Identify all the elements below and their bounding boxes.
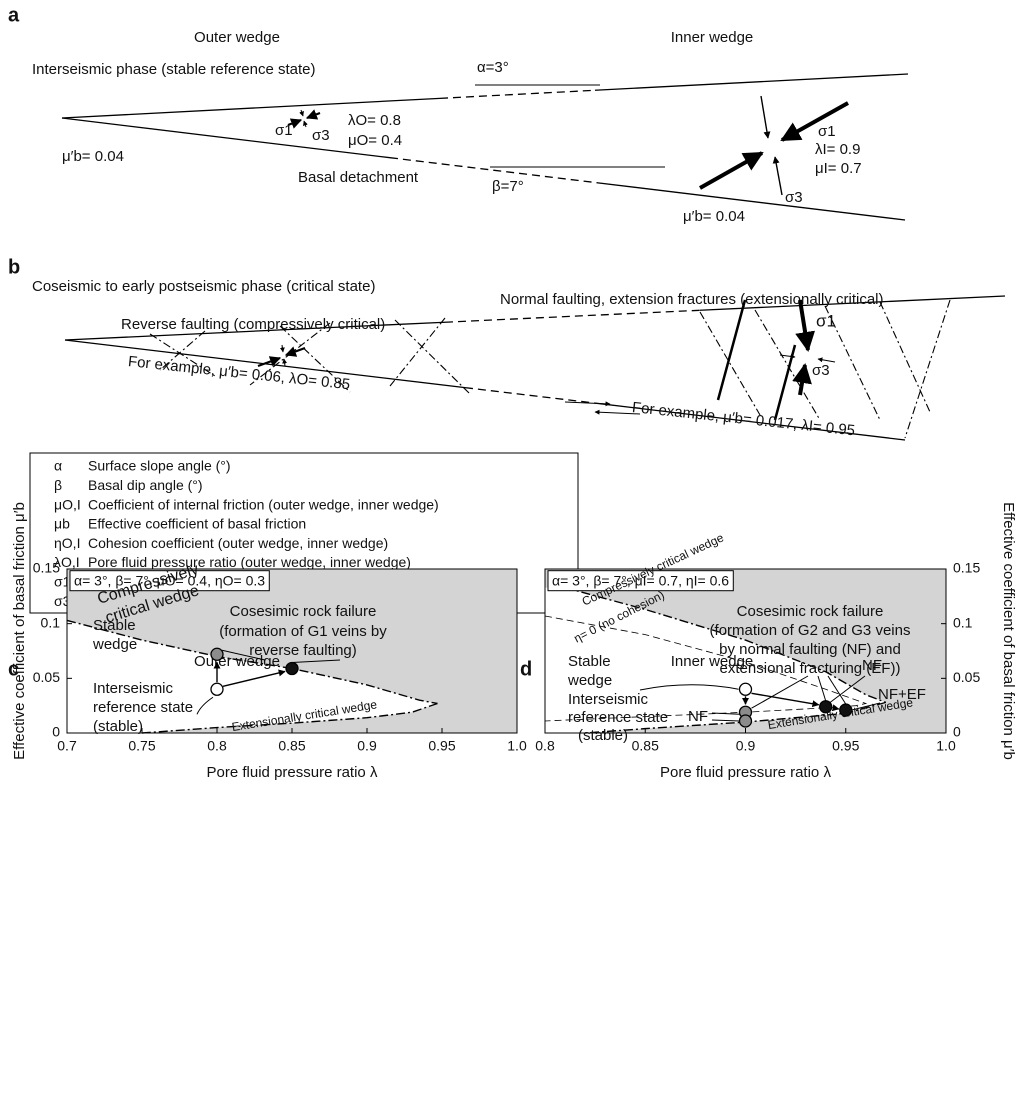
x-axis-label: Pore fluid pressure ratio λ bbox=[660, 764, 831, 781]
x-tick-label: 0.95 bbox=[832, 738, 859, 754]
x-tick-label: 1.0 bbox=[936, 738, 956, 754]
legend-symbol: μO,I bbox=[54, 496, 81, 512]
annotation: Interseismic bbox=[93, 680, 174, 697]
y-tick-label: 0.15 bbox=[953, 560, 980, 576]
panel-label: a bbox=[8, 4, 20, 26]
x-tick-label: 0.85 bbox=[278, 738, 305, 754]
label: μ′b= 0.04 bbox=[62, 148, 124, 165]
stress-label: σ3 bbox=[812, 362, 830, 379]
stress-label: σ1 bbox=[275, 122, 293, 139]
label: α=3° bbox=[477, 59, 509, 76]
legend-text: Effective coefficient of basal friction bbox=[88, 516, 306, 532]
legend-symbol: μb bbox=[54, 516, 70, 532]
annotation: wedge bbox=[92, 636, 137, 653]
phase-title: Coseismic to early postseismic phase (cr… bbox=[32, 278, 375, 295]
y-tick-label: 0.1 bbox=[953, 614, 973, 630]
annotation: NF bbox=[688, 708, 708, 725]
label: β=7° bbox=[492, 178, 524, 195]
section-title: Inner wedge bbox=[671, 29, 754, 46]
state-point bbox=[740, 683, 752, 695]
label: λI= 0.9 bbox=[815, 141, 860, 158]
state-point bbox=[211, 683, 223, 695]
y-tick-label: 0.05 bbox=[33, 669, 60, 685]
y-tick-label: 0 bbox=[52, 724, 60, 740]
annotation: (formation of G2 and G3 veins bbox=[710, 622, 911, 639]
x-axis-label: Pore fluid pressure ratio λ bbox=[207, 764, 378, 781]
legend-text: Basal dip angle (°) bbox=[88, 477, 203, 493]
annotation: NF bbox=[862, 657, 882, 674]
annotation: (stable) bbox=[93, 718, 143, 735]
legend-symbol: β bbox=[54, 477, 62, 493]
annotation: by normal faulting (NF) and bbox=[719, 641, 901, 658]
x-tick-label: 1.0 bbox=[507, 738, 527, 754]
label: μ′b= 0.04 bbox=[683, 208, 745, 225]
y-axis-label: Effective coefficient of basal friction … bbox=[1000, 502, 1017, 760]
state-point bbox=[286, 662, 298, 674]
stress-label: σ1 bbox=[816, 311, 836, 330]
y-tick-label: 0.05 bbox=[953, 669, 980, 685]
label: λO= 0.8 bbox=[348, 112, 401, 129]
x-tick-label: 0.7 bbox=[57, 738, 77, 754]
stress-label: σ1 bbox=[818, 123, 836, 140]
annotation: (formation of G1 veins by bbox=[219, 623, 387, 640]
state-point bbox=[211, 648, 223, 660]
x-tick-label: 0.75 bbox=[128, 738, 155, 754]
annotation: Cosesimic rock failure bbox=[230, 603, 377, 620]
annotation: (stable) bbox=[578, 727, 628, 744]
stress-label: σ3 bbox=[785, 189, 803, 206]
x-tick-label: 0.8 bbox=[535, 738, 555, 754]
label: μI= 0.7 bbox=[815, 160, 862, 177]
y-tick-label: 0.15 bbox=[33, 560, 60, 576]
phase-title: Interseismic phase (stable reference sta… bbox=[32, 61, 315, 78]
panel-label: b bbox=[8, 256, 20, 278]
legend-symbol: α bbox=[54, 458, 62, 474]
label: Normal faulting, extension fractures (ex… bbox=[500, 291, 884, 308]
label: μO= 0.4 bbox=[348, 132, 402, 149]
annotation: reverse faulting) bbox=[249, 642, 357, 659]
y-axis-label: Effective coefficient of basal friction … bbox=[11, 502, 28, 760]
annotation: Interseismic bbox=[568, 691, 649, 708]
legend-symbol: ηO,I bbox=[54, 535, 80, 551]
panel-label: d bbox=[520, 658, 532, 680]
annotation: Stable bbox=[568, 653, 611, 670]
section-title: Outer wedge bbox=[194, 29, 280, 46]
figure: a Outer wedge Inner wedge Interseismic phas… bbox=[0, 0, 1020, 1093]
annotation: Stable bbox=[93, 617, 136, 634]
legend-text: Pore fluid pressure ratio (outer wedge, … bbox=[88, 554, 411, 570]
annotation: wedge bbox=[567, 672, 612, 689]
x-tick-label: 0.9 bbox=[736, 738, 756, 754]
x-tick-label: 0.85 bbox=[632, 738, 659, 754]
annotation: reference state bbox=[568, 709, 668, 726]
label: Reverse faulting (compressively critical… bbox=[121, 316, 385, 333]
y-tick-label: 0.1 bbox=[41, 614, 61, 630]
stress-label: σ3 bbox=[312, 127, 330, 144]
panel-label: c bbox=[8, 658, 19, 680]
annotation: Cosesimic rock failure bbox=[737, 603, 884, 620]
x-tick-label: 0.95 bbox=[428, 738, 455, 754]
state-point bbox=[740, 715, 752, 727]
annotation: reference state bbox=[93, 699, 193, 716]
legend-text: Cohesion coefficient (outer wedge, inner… bbox=[88, 535, 388, 551]
legend-text: Coefficient of internal friction (outer … bbox=[88, 496, 439, 512]
legend-text: Surface slope angle (°) bbox=[88, 458, 231, 474]
label: Basal detachment bbox=[298, 169, 419, 186]
x-tick-label: 0.8 bbox=[207, 738, 227, 754]
x-tick-label: 0.9 bbox=[357, 738, 377, 754]
y-tick-label: 0 bbox=[953, 724, 961, 740]
